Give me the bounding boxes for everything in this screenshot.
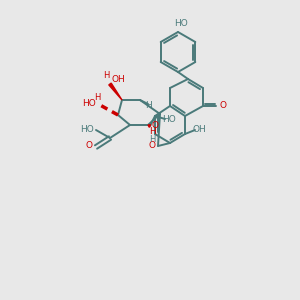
- Text: OH: OH: [111, 76, 125, 85]
- Text: OH: OH: [192, 124, 206, 134]
- Polygon shape: [109, 83, 122, 100]
- Text: H: H: [94, 94, 100, 103]
- Text: HO: HO: [82, 100, 96, 109]
- Text: O: O: [85, 142, 92, 151]
- Text: HO: HO: [162, 116, 176, 124]
- Text: O: O: [220, 101, 226, 110]
- Polygon shape: [148, 125, 151, 127]
- Text: H: H: [150, 128, 156, 136]
- Text: H: H: [146, 100, 152, 109]
- Text: HO: HO: [174, 20, 188, 28]
- Text: H: H: [149, 134, 155, 143]
- Text: O: O: [152, 122, 158, 130]
- Text: HO: HO: [80, 125, 94, 134]
- Text: H: H: [103, 71, 109, 80]
- Text: O: O: [148, 140, 155, 149]
